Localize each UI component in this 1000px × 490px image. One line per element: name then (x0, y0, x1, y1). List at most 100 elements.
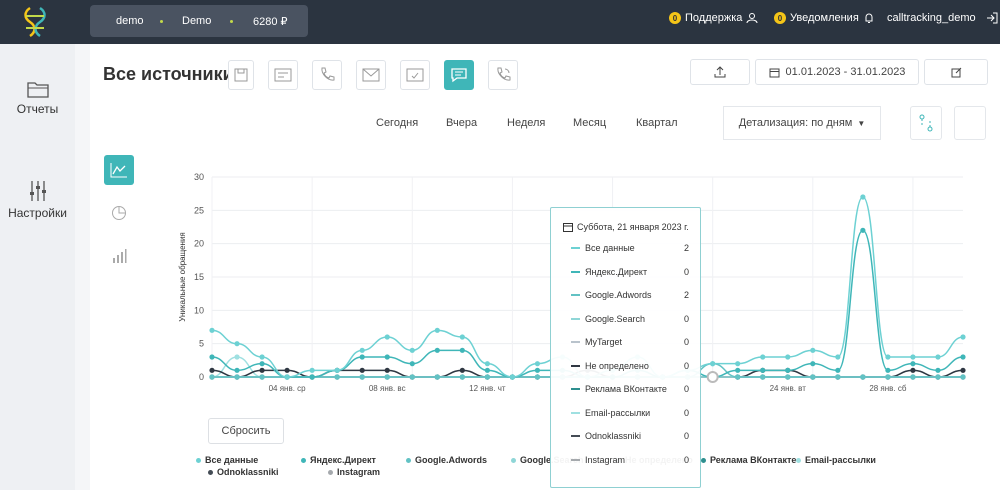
save-icon (234, 68, 248, 82)
data-point (760, 354, 766, 360)
logo-icon[interactable] (22, 6, 48, 38)
export-button[interactable] (690, 59, 750, 85)
reset-button[interactable]: Сбросить (208, 418, 284, 444)
filter-email-button[interactable] (356, 60, 386, 90)
data-point (484, 367, 490, 373)
edit-icon (951, 67, 961, 77)
data-point (434, 347, 440, 353)
bell-icon (865, 13, 873, 23)
sidebar-item-label: Настройки (8, 206, 67, 220)
upload-icon (714, 66, 726, 78)
chart-tooltip: Суббота, 21 января 2023 г. Все данные 2 Ян… (550, 207, 701, 488)
tooltip-row: Реклама ВКонтакте 0 (571, 384, 689, 394)
data-point (910, 367, 916, 373)
x-tick-label: 12 янв. чт (469, 384, 506, 393)
period-week[interactable]: Неделя (507, 117, 546, 129)
tooltip-swatch (571, 364, 580, 367)
data-point (860, 194, 866, 200)
sidebar-item-settings[interactable]: Настройки (0, 180, 75, 220)
detail-label: Детализация: по дням (738, 117, 853, 129)
data-point (785, 354, 791, 360)
period-month[interactable]: Месяц (573, 117, 607, 129)
filter-chat-button[interactable] (444, 60, 474, 90)
data-point (960, 367, 966, 373)
data-point (409, 374, 415, 380)
notifications-link[interactable]: 0 Уведомления (774, 12, 875, 24)
legend-item[interactable]: Все данные (196, 455, 258, 465)
legend-item[interactable]: Email-рассылки (796, 455, 876, 465)
data-point (384, 334, 390, 340)
tooltip-swatch (571, 317, 580, 320)
data-point (234, 374, 240, 380)
data-point (209, 374, 215, 380)
pie-chart-icon (112, 206, 126, 220)
data-point (384, 354, 390, 360)
account-name: demo (116, 15, 144, 27)
filter-forms-button[interactable] (400, 60, 430, 90)
data-point (735, 367, 741, 373)
period-yesterday[interactable]: Вчера (446, 117, 478, 129)
legend-label: Реклама ВКонтакте (710, 455, 797, 465)
account-selector[interactable]: demo Demo 6280 ₽ (90, 5, 308, 37)
legend-swatch (301, 457, 306, 463)
data-point (509, 374, 515, 380)
data-point (259, 367, 265, 373)
page-title: Все источники (103, 64, 234, 84)
detail-dropdown[interactable]: Детализация: по дням ▼ (723, 106, 881, 140)
data-point (359, 354, 365, 360)
period-today[interactable]: Сегодня (376, 117, 419, 129)
legend-item[interactable]: Instagram (328, 467, 380, 477)
extra-option-button[interactable] (954, 106, 986, 140)
hover-marker (706, 371, 719, 383)
bar-chart-button[interactable] (104, 241, 134, 271)
data-point (810, 361, 816, 367)
tooltip-row: Все данные 2 (571, 243, 689, 253)
line-chart-button[interactable] (104, 155, 134, 185)
save-button[interactable] (228, 60, 254, 90)
sidebar-item-reports[interactable]: Отчеты (0, 80, 75, 116)
support-link[interactable]: 0 Поддержка (669, 12, 758, 24)
tooltip-series-name: Odnoklassniki (585, 431, 642, 441)
x-tick-label: 08 янв. вс (369, 384, 406, 393)
edit-button[interactable] (924, 59, 988, 85)
compare-button[interactable] (910, 106, 942, 140)
top-bar: demo Demo 6280 ₽ 0 Поддержка 0 Уведомлен… (0, 0, 1000, 44)
pie-chart-button[interactable] (104, 198, 134, 228)
filter-calls-button[interactable] (312, 60, 342, 90)
legend-label: Email-рассылки (805, 455, 876, 465)
legend-item[interactable]: Яндекс.Директ (301, 455, 376, 465)
y-tick-label: 25 (194, 205, 204, 215)
data-point (234, 367, 240, 373)
tooltip-value: 2 (683, 290, 689, 300)
tooltip-row: Не определено 0 (571, 361, 689, 371)
data-point (384, 367, 390, 373)
data-point (384, 374, 390, 380)
data-point (284, 367, 290, 373)
user-menu[interactable]: calltracking_demo (887, 12, 998, 24)
tooltip-row: Яндекс.Директ 0 (571, 267, 689, 277)
tooltip-series-name: MyTarget (585, 337, 623, 347)
notifications-label: Уведомления (790, 12, 859, 24)
legend-item[interactable]: Google.Adwords (406, 455, 487, 465)
calendar-icon (769, 68, 780, 77)
logout-icon[interactable] (986, 12, 998, 24)
filter-callback-button[interactable] (488, 60, 518, 90)
data-point (835, 354, 841, 360)
data-point (534, 361, 541, 367)
legend-swatch (328, 469, 333, 475)
legend-item[interactable]: Реклама ВКонтакте (701, 455, 796, 465)
tooltip-series-name: Instagram (585, 454, 626, 465)
compare-icon (919, 114, 933, 132)
filter-card-button[interactable] (268, 60, 298, 90)
date-range-picker[interactable]: 01.01.2023 - 31.01.2023 (755, 59, 919, 85)
data-point (885, 354, 891, 360)
period-quarter[interactable]: Квартал (636, 117, 678, 129)
legend-item[interactable]: Odnoklassniki (208, 467, 279, 477)
tooltip-row: Instagram 0 (571, 455, 689, 465)
data-point (459, 334, 465, 340)
legend-swatch (208, 469, 213, 475)
support-icon (746, 13, 758, 24)
phone-icon (321, 67, 335, 81)
separator-dot (230, 20, 233, 23)
y-tick-label: 30 (194, 172, 204, 182)
